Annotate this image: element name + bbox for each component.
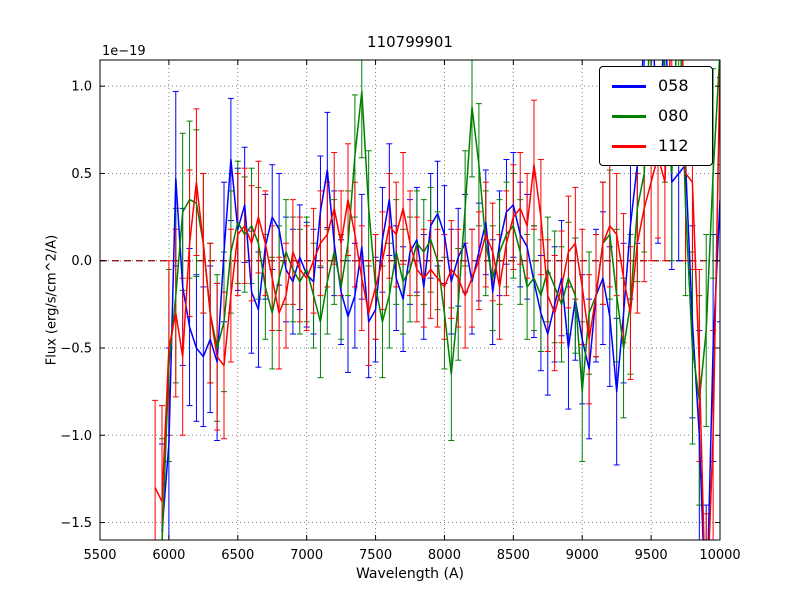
legend-item-080: 080	[612, 106, 700, 126]
legend-line-red	[612, 144, 646, 148]
y-axis-label: Flux (erg/s/cm^2/A)	[44, 234, 60, 366]
x-tick-label: 10000	[699, 548, 740, 563]
x-tick-label: 6000	[152, 548, 185, 563]
x-tick-label: 9500	[635, 548, 668, 563]
x-axis-label: Wavelength (A)	[355, 566, 464, 582]
x-tick-label: 7500	[359, 548, 392, 563]
legend-label: 058	[658, 76, 689, 95]
x-tick-label: 9000	[566, 548, 599, 563]
y-axis-offset-text: 1e−19	[102, 44, 146, 59]
y-tick-label: −1.0	[60, 429, 92, 444]
x-tick-label: 8500	[497, 548, 530, 563]
x-tick-label: 7000	[290, 548, 323, 563]
legend-line-green	[612, 114, 646, 118]
legend-label: 080	[658, 106, 689, 125]
legend-label: 112	[658, 136, 689, 155]
y-tick-label: −1.5	[60, 516, 92, 531]
x-tick-label: 5500	[83, 548, 116, 563]
legend-line-blue	[612, 84, 646, 88]
legend: 058 080 112	[599, 66, 713, 166]
y-tick-label: 0.5	[71, 167, 92, 182]
x-tick-label: 6500	[221, 548, 254, 563]
x-tick-label: 8000	[428, 548, 461, 563]
legend-item-112: 112	[612, 136, 700, 156]
y-tick-label: 0.0	[71, 254, 92, 269]
plot-title: 110799901	[367, 33, 453, 51]
legend-item-058: 058	[612, 76, 700, 96]
y-tick-label: 1.0	[71, 80, 92, 95]
y-tick-label: −0.5	[60, 342, 92, 357]
